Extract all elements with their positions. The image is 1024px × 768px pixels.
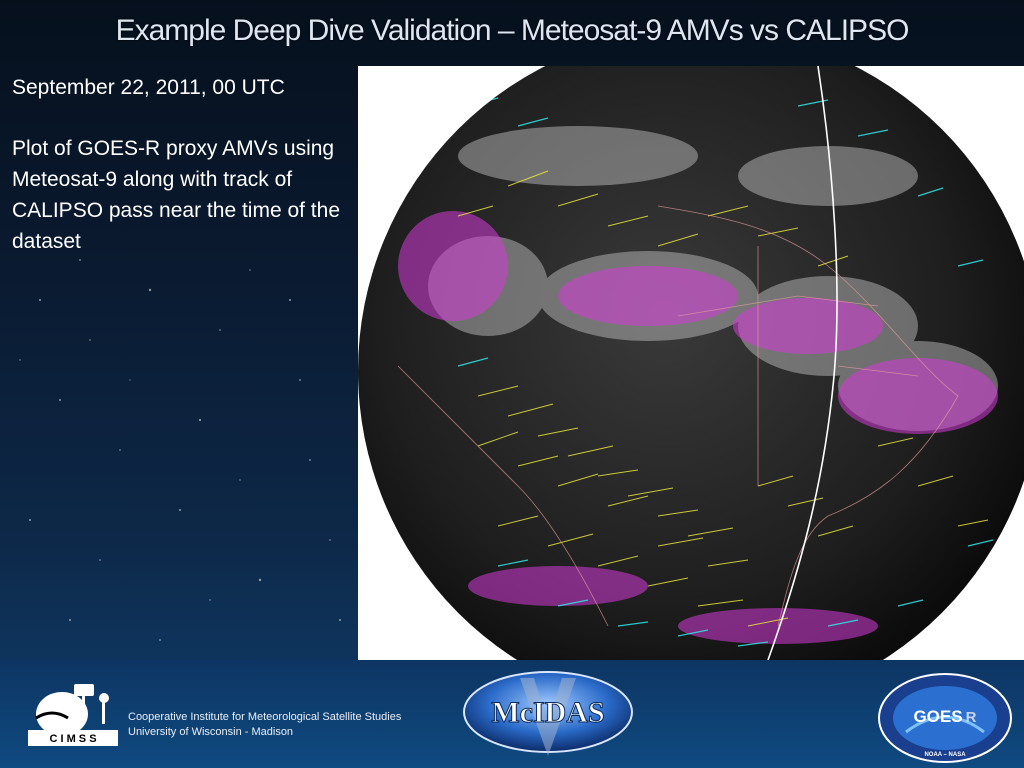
calipso-track-line <box>767 66 838 660</box>
coastlines <box>397 205 959 627</box>
goes-r-logo: GOES R NOAA – NASA <box>878 673 1012 763</box>
mcidas-text: McIDAS <box>491 696 604 729</box>
cimss-logo: C I M S S <box>28 684 118 746</box>
cimss-abbrev: C I M S S <box>49 733 96 745</box>
goes-text: GOES <box>913 707 962 726</box>
goes-r-letter: R <box>966 709 977 726</box>
yellow-amv-barbs <box>457 170 989 627</box>
goes-bottom-text: NOAA – NASA <box>924 752 966 758</box>
cimss-university: University of Wisconsin - Madison <box>128 726 294 738</box>
cimss-name: Cooperative Institute for Meteorological… <box>128 711 402 723</box>
globe-image <box>358 66 1024 660</box>
mcidas-logo: McIDAS <box>463 671 633 756</box>
description-text: Plot of GOES-R proxy AMVs using Meteosat… <box>12 137 341 253</box>
amv-globe-figure <box>358 66 1024 660</box>
slide-title: Example Deep Dive Validation – Meteosat-… <box>115 14 910 47</box>
date-line: September 22, 2011, 00 UTC <box>12 76 285 99</box>
earth-disk <box>358 66 1024 660</box>
slide-body: September 22, 2011, 00 UTC Plot of GOES-… <box>12 72 352 257</box>
cimss-caption: Cooperative Institute for Meteorological… <box>128 710 401 740</box>
